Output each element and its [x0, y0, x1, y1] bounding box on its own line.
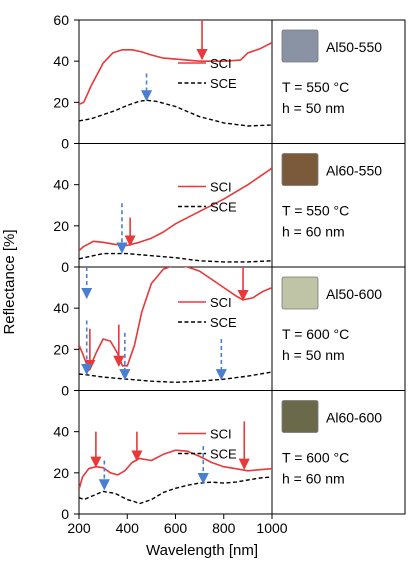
series-sce-line — [79, 371, 272, 383]
series-sci-line — [79, 167, 272, 252]
panel-p3: 0 20 40 SCI SCE Al50-600 T = 600 °C h = 50 nm — [53, 266, 406, 399]
panel-p2: 0 20 40 SCI SCE Al60-550 T = 550 °C h = 60 nm — [53, 143, 406, 275]
x-tick-label: 200 — [67, 520, 91, 536]
x-axis: 200 400 600 800 1000 — [67, 514, 288, 536]
y-tick-label: 40 — [53, 53, 69, 69]
y-tick-label: 0 — [61, 506, 69, 522]
y-tick-label: 0 — [61, 383, 69, 399]
y-tick-label: 0 — [61, 259, 69, 275]
x-tick-label: 400 — [116, 520, 140, 536]
y-tick-label: 20 — [53, 218, 69, 234]
sample-temperature: T = 600 °C — [282, 326, 349, 342]
sample-temperature: T = 550 °C — [282, 203, 349, 219]
sample-photo — [281, 400, 319, 433]
y-tick-label: 60 — [53, 12, 69, 28]
sample-photo — [281, 153, 319, 186]
sample-name: Al50-600 — [326, 286, 382, 302]
y-tick-label: 40 — [53, 424, 69, 440]
sample-thickness: h = 50 nm — [282, 100, 345, 116]
legend-label-sce: SCE — [210, 200, 237, 215]
y-tick-label: 20 — [53, 341, 69, 357]
series-sce-line — [79, 476, 272, 505]
y-tick-label: 40 — [53, 177, 69, 193]
y-tick-label: 40 — [53, 300, 69, 316]
plot-frame — [78, 143, 273, 268]
x-tick-label: 1000 — [256, 520, 287, 536]
legend-label-sci: SCI — [210, 427, 232, 442]
sample-thickness: h = 60 nm — [282, 224, 345, 240]
series-sci-line — [79, 449, 272, 490]
legend-label-sce: SCE — [210, 76, 237, 91]
legend-label-sce: SCE — [210, 315, 237, 330]
panel-p4: 0 20 40 SCI SCE Al60-600 T = 600 °C h = 60 nm — [53, 390, 406, 522]
info-frame — [271, 390, 406, 515]
y-tick-label: 0 — [61, 136, 69, 152]
sample-thickness: h = 60 nm — [282, 471, 345, 487]
sample-name: Al60-550 — [326, 163, 382, 179]
y-tick-label: 20 — [53, 465, 69, 481]
sample-name: Al60-600 — [326, 410, 382, 426]
y-axis-label: Reflectance [%] — [1, 229, 18, 334]
legend-label-sci: SCI — [210, 56, 232, 71]
sample-photo — [281, 276, 319, 310]
sample-name: Al50-550 — [326, 39, 382, 55]
x-axis-label: Wavelength [nm] — [146, 542, 258, 559]
series-sce-line — [79, 99, 272, 127]
legend-label-sce: SCE — [210, 447, 237, 462]
y-tick-label: 20 — [53, 94, 69, 110]
panel-p1: 0 20 40 60 SCI SCE Al50-550 T = 550 °C h = 50 nm — [53, 12, 406, 152]
sample-photo — [281, 29, 319, 63]
legend-label-sci: SCI — [210, 180, 232, 195]
legend-label-sci: SCI — [210, 295, 232, 310]
plot-frame — [78, 390, 273, 515]
series-sci-line — [79, 41, 272, 106]
sample-temperature: T = 550 °C — [282, 79, 349, 95]
x-tick-label: 800 — [212, 520, 236, 536]
x-tick-label: 600 — [164, 520, 188, 536]
panels: 0 20 40 60 SCI SCE Al50-550 T = 550 °C h = 50 nm… — [53, 12, 406, 522]
series-sce-line — [79, 252, 272, 263]
sample-temperature: T = 600 °C — [282, 450, 349, 466]
sample-thickness: h = 50 nm — [282, 347, 345, 363]
